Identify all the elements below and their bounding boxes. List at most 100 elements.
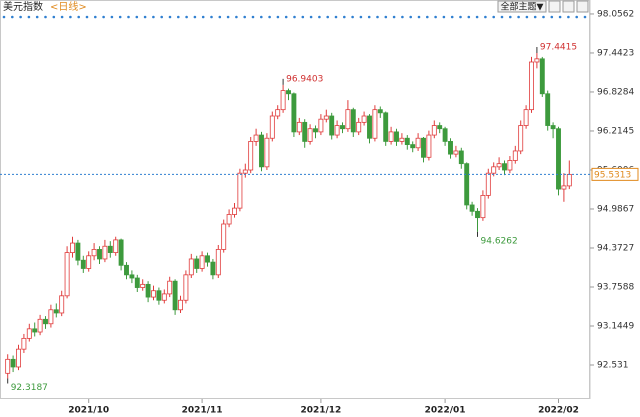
candle-body bbox=[10, 358, 16, 368]
candle-body bbox=[264, 137, 270, 168]
candle-body bbox=[145, 283, 151, 298]
candle-body bbox=[318, 118, 324, 133]
candle-body bbox=[475, 210, 480, 219]
candle-body bbox=[269, 115, 275, 139]
candle-body bbox=[545, 93, 551, 126]
candle-body bbox=[5, 358, 11, 374]
high-label: 97.4415 bbox=[540, 43, 577, 53]
event-dot bbox=[459, 15, 462, 19]
candle-body bbox=[485, 172, 491, 196]
x-tick-label: 2022/02 bbox=[538, 406, 579, 416]
candle-body bbox=[232, 207, 237, 215]
candle-body bbox=[448, 141, 453, 155]
candle-body bbox=[183, 274, 189, 301]
event-dot bbox=[85, 15, 89, 19]
chart-subtitle[interactable]: <日线> bbox=[50, 0, 87, 13]
candle-body bbox=[502, 163, 507, 171]
candle-body bbox=[107, 245, 113, 254]
event-dot bbox=[260, 15, 263, 19]
candle-body bbox=[26, 328, 32, 339]
event-dot bbox=[77, 15, 80, 19]
y-tick-label: 93.7588 bbox=[597, 282, 634, 292]
event-dot bbox=[201, 15, 205, 19]
candle-body bbox=[534, 58, 540, 63]
event-dot bbox=[575, 15, 578, 19]
tool-icon[interactable] bbox=[562, 0, 575, 13]
event-dot bbox=[118, 15, 122, 19]
candle-body bbox=[113, 239, 119, 254]
event-dot bbox=[384, 15, 388, 19]
candle-body bbox=[226, 214, 232, 225]
candle-body bbox=[323, 115, 329, 120]
event-dot bbox=[359, 15, 363, 19]
event-dot bbox=[160, 15, 163, 19]
candle-body bbox=[210, 261, 216, 276]
event-dot bbox=[143, 15, 147, 19]
event-dot bbox=[177, 15, 180, 19]
chart-title: 美元指数 bbox=[3, 0, 43, 13]
candle-body bbox=[431, 125, 437, 136]
candle-body bbox=[134, 277, 140, 288]
event-dot bbox=[583, 15, 587, 19]
event-dot bbox=[567, 15, 570, 19]
y-tick-label: 94.9867 bbox=[597, 204, 634, 214]
event-dot bbox=[152, 15, 155, 19]
x-tick-label: 2022/01 bbox=[425, 406, 466, 416]
event-dot bbox=[110, 15, 114, 19]
candle-body bbox=[539, 58, 545, 95]
candle-body bbox=[464, 163, 470, 206]
candle-body bbox=[205, 255, 210, 263]
candle-body bbox=[167, 280, 173, 295]
event-dot bbox=[268, 15, 271, 19]
event-dot bbox=[343, 15, 346, 19]
event-dot bbox=[367, 15, 371, 19]
candle-body bbox=[124, 264, 129, 276]
candle-body bbox=[221, 223, 227, 250]
candle-body bbox=[140, 283, 146, 288]
event-dot bbox=[326, 15, 330, 19]
candle-body bbox=[64, 252, 70, 297]
high-label: 96.9403 bbox=[286, 74, 323, 84]
candle-body bbox=[237, 172, 243, 209]
candle-body bbox=[291, 93, 297, 133]
y-tick-label: 98.0562 bbox=[597, 9, 634, 19]
event-dot bbox=[69, 15, 72, 19]
candle-body bbox=[102, 245, 108, 260]
candle-body bbox=[215, 249, 221, 276]
event-dot bbox=[243, 15, 246, 19]
candle-body bbox=[437, 125, 443, 130]
theme-button[interactable] bbox=[497, 0, 547, 13]
candle-body bbox=[550, 125, 556, 130]
candle-body bbox=[91, 249, 97, 257]
candle-body bbox=[253, 134, 259, 142]
event-dot bbox=[35, 15, 39, 19]
event-dot bbox=[218, 15, 222, 19]
candle-body bbox=[421, 137, 426, 158]
theme-button-label[interactable]: 全部主题▼ bbox=[501, 1, 544, 13]
event-dot bbox=[517, 15, 520, 19]
current-price-label: 95.5313 bbox=[594, 170, 631, 180]
event-dot bbox=[168, 15, 172, 19]
tool-icon[interactable] bbox=[548, 0, 561, 13]
candle-body bbox=[496, 163, 502, 168]
candle-body bbox=[442, 128, 448, 142]
x-tick-label: 2021/12 bbox=[300, 406, 341, 416]
event-dot bbox=[542, 15, 545, 19]
candle-body bbox=[512, 150, 518, 161]
event-dot bbox=[293, 15, 296, 19]
event-dot bbox=[500, 15, 504, 19]
event-dot bbox=[351, 15, 354, 19]
tool-icon[interactable] bbox=[576, 0, 589, 13]
event-dot bbox=[426, 15, 429, 19]
x-tick-label: 2021/11 bbox=[182, 406, 223, 416]
candle-body bbox=[491, 166, 497, 174]
candle-body bbox=[86, 255, 92, 269]
candle-body bbox=[275, 109, 281, 117]
candle-body bbox=[480, 195, 486, 219]
candle-body bbox=[399, 137, 405, 142]
candle-body bbox=[37, 318, 43, 333]
candle-body bbox=[345, 109, 351, 130]
candle-body bbox=[53, 309, 59, 314]
